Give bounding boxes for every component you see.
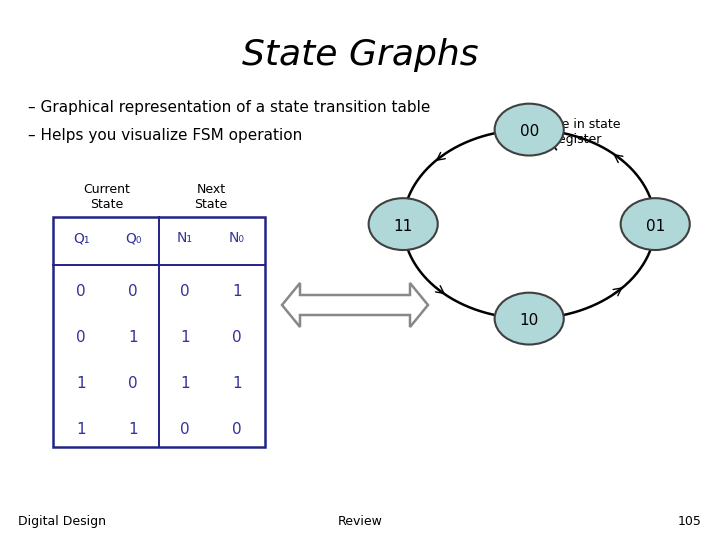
Text: 0: 0	[180, 422, 190, 437]
Text: Q₀: Q₀	[125, 231, 141, 245]
Text: 1: 1	[128, 422, 138, 437]
Text: 0: 0	[128, 376, 138, 392]
Text: Q₁: Q₁	[73, 231, 89, 245]
Text: 0: 0	[232, 422, 242, 437]
Text: 1: 1	[76, 376, 86, 392]
Text: 1: 1	[128, 330, 138, 346]
Ellipse shape	[495, 104, 564, 156]
Text: Next
State: Next State	[194, 183, 228, 211]
Ellipse shape	[369, 198, 438, 250]
Ellipse shape	[621, 198, 690, 250]
Text: 1: 1	[180, 330, 190, 346]
Bar	[53, 217, 265, 447]
Text: 1: 1	[180, 376, 190, 392]
Text: 11: 11	[394, 219, 413, 234]
Text: 1: 1	[76, 422, 86, 437]
Text: Digital Design: Digital Design	[18, 515, 106, 528]
Text: 0: 0	[128, 285, 138, 300]
Text: 1: 1	[232, 285, 242, 300]
Text: 01: 01	[646, 219, 665, 234]
Text: N₀: N₀	[229, 231, 245, 245]
Text: Value in state
register: Value in state register	[535, 118, 621, 146]
Text: – Helps you visualize FSM operation: – Helps you visualize FSM operation	[28, 128, 302, 143]
Ellipse shape	[495, 293, 564, 345]
Text: 0: 0	[232, 330, 242, 346]
Polygon shape	[282, 283, 428, 327]
Text: – Graphical representation of a state transition table: – Graphical representation of a state tr…	[28, 100, 431, 115]
Text: 00: 00	[520, 124, 539, 139]
Text: Review: Review	[338, 515, 382, 528]
Text: State Graphs: State Graphs	[242, 38, 478, 72]
Text: 105: 105	[678, 515, 702, 528]
Text: 0: 0	[76, 285, 86, 300]
Text: 10: 10	[520, 313, 539, 328]
Text: N₁: N₁	[177, 231, 193, 245]
Text: Current
State: Current State	[84, 183, 130, 211]
Text: 0: 0	[76, 330, 86, 346]
Text: 0: 0	[180, 285, 190, 300]
Text: 1: 1	[232, 376, 242, 392]
